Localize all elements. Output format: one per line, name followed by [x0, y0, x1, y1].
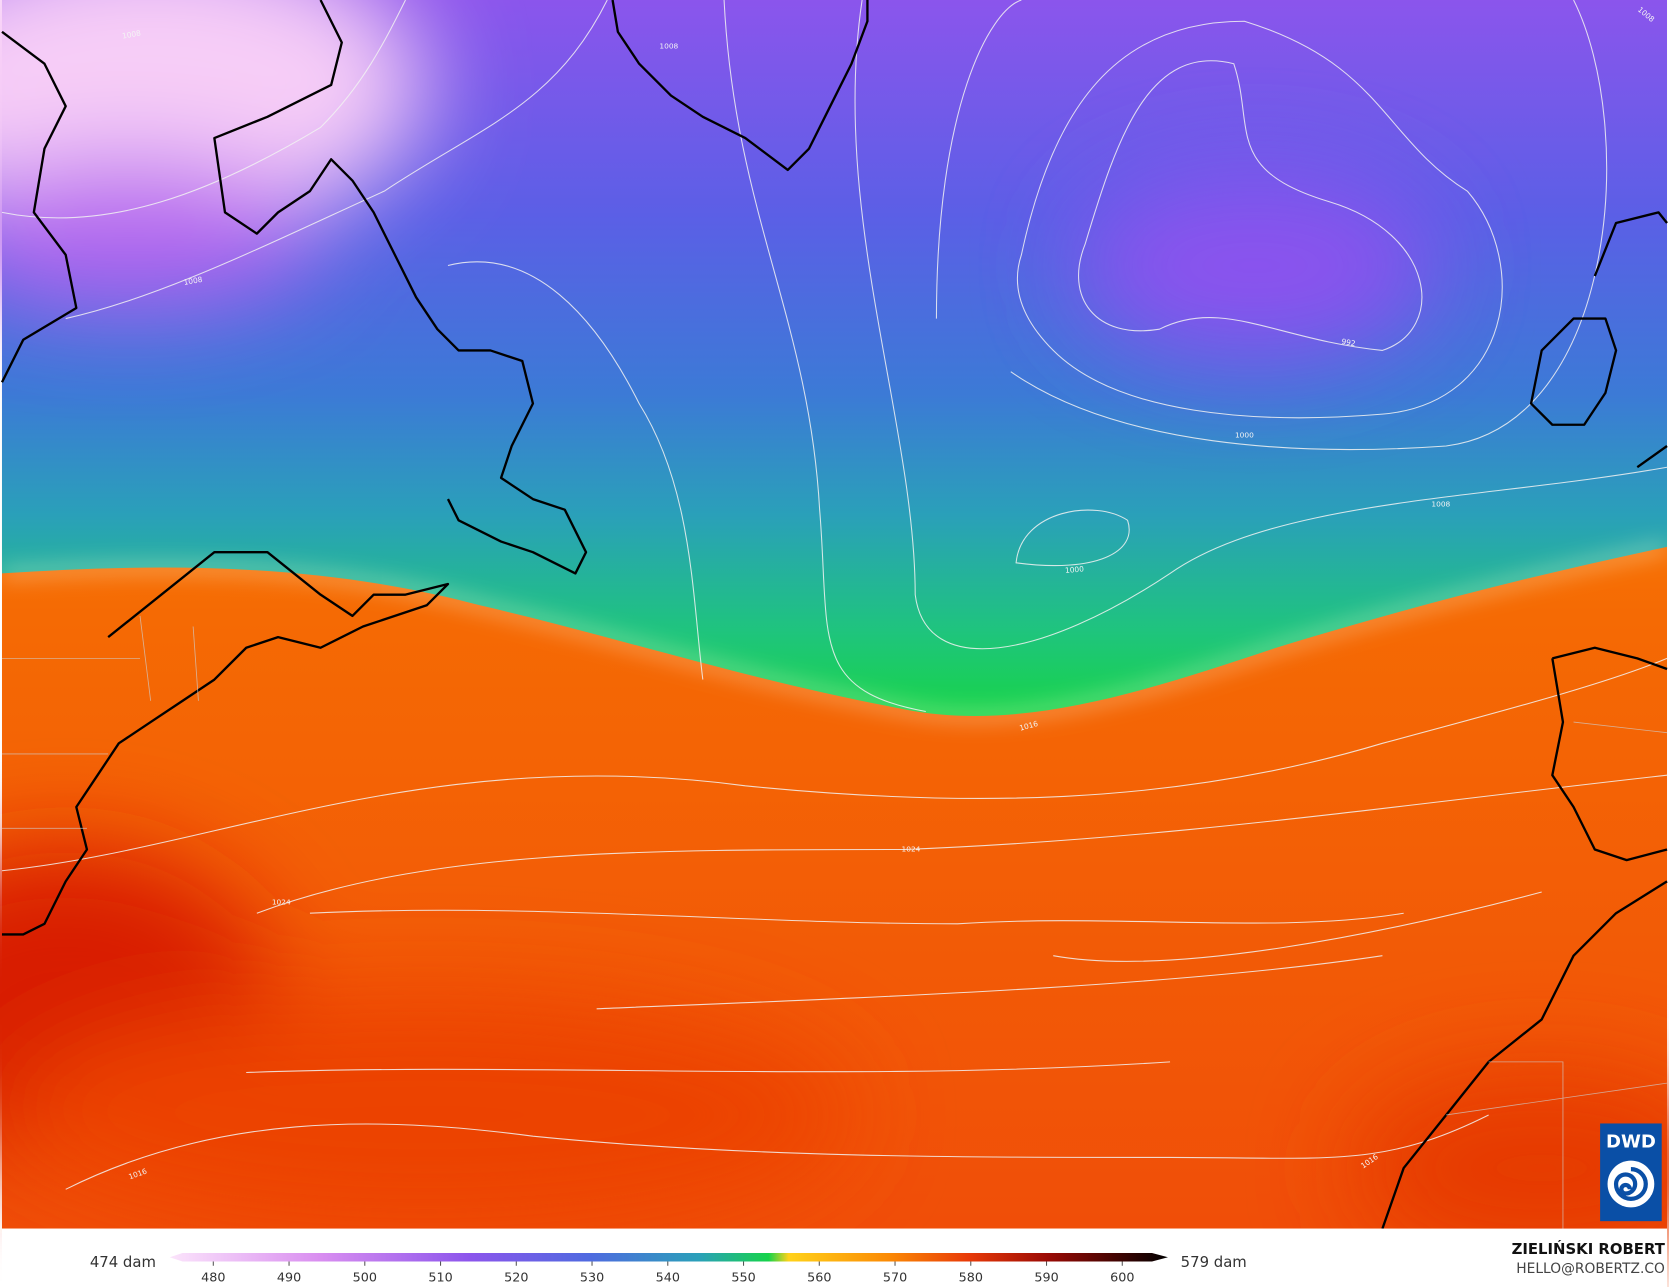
colorbar-max: 579 dam [1181, 1253, 1247, 1271]
colorbar-tick-label: 590 [1034, 1271, 1058, 1286]
contour-label: 992 [1341, 337, 1357, 348]
warm-core [0, 849, 1669, 1264]
colorbar-tick-label: 480 [201, 1271, 225, 1286]
colorbar-tick-label: 540 [656, 1271, 680, 1286]
contour-label: 1024 [902, 845, 921, 854]
contour-label: 1008 [1431, 499, 1450, 508]
colorbar-tick-label: 500 [353, 1271, 377, 1286]
contact: HELLO@ROBERTZ.CO [1516, 1261, 1665, 1277]
colorbar-tick-label: 600 [1110, 1271, 1134, 1286]
coastlines [0, 0, 1668, 1229]
colorbar-min: 474 dam [90, 1253, 156, 1271]
colorbar-tick-label: 530 [580, 1271, 604, 1286]
logo-swirl [1613, 1167, 1648, 1201]
colorbar-tick-label: 580 [959, 1271, 983, 1286]
colorbar-tick-label: 560 [807, 1271, 831, 1286]
colorbar-tick-label: 490 [277, 1271, 301, 1286]
contour-label: 1024 [272, 898, 291, 907]
colorbar-tick-label: 520 [504, 1271, 528, 1286]
contour-label: 1000 [1235, 430, 1254, 439]
isobars [1, 0, 1668, 1190]
dwd-logo: DWD [1600, 1123, 1662, 1222]
contour-label: 1008 [183, 275, 203, 287]
contour-label: 1000 [1065, 564, 1085, 575]
front-edge [1, 544, 1668, 719]
author: ZIELIŃSKI ROBERT [1512, 1240, 1666, 1258]
logo-text: DWD [1606, 1132, 1656, 1153]
borders [1, 615, 1668, 1229]
contour-label: 1008 [121, 28, 141, 40]
colorbar-tick-label: 550 [731, 1271, 755, 1286]
colorbar-tick-label: 570 [883, 1271, 907, 1286]
colorbar [169, 1253, 1168, 1262]
contour-label: 1008 [659, 42, 678, 51]
colorbar-tick-label: 510 [428, 1271, 452, 1286]
colorbar-ticks: 480 490 500 510 520 530 540 550 560 570 580 590 600 [201, 1261, 1134, 1286]
